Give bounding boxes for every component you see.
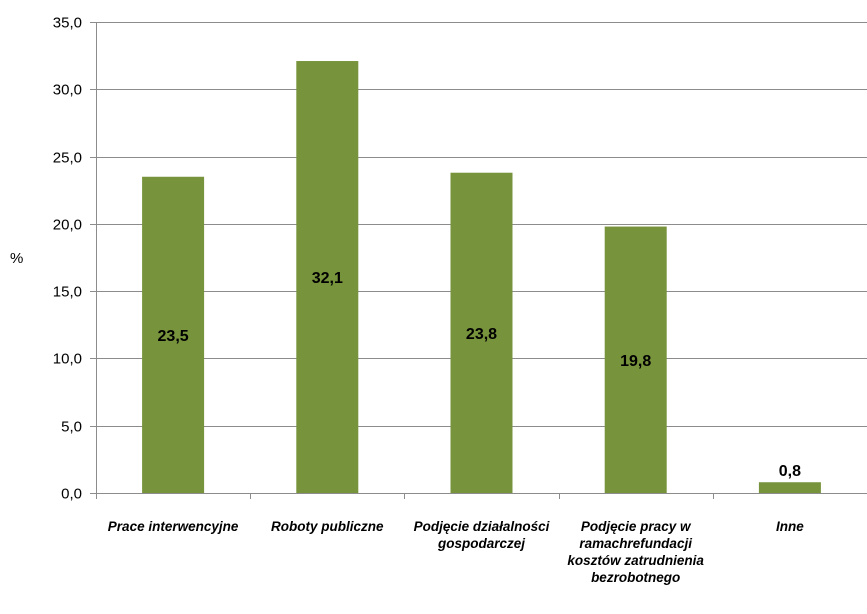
bar bbox=[604, 226, 667, 493]
y-tick-label: 10,0 bbox=[53, 351, 82, 368]
y-tick-label: 5,0 bbox=[61, 419, 82, 436]
y-tick-label: 0,0 bbox=[61, 486, 82, 503]
bar bbox=[142, 176, 205, 493]
y-tick-label: 15,0 bbox=[53, 284, 82, 301]
data-label: 23,5 bbox=[158, 328, 189, 345]
data-label: 23,8 bbox=[466, 326, 497, 343]
x-category-label: Roboty publiczne bbox=[271, 519, 384, 534]
y-axis-ticks: 0,0 5,0 10,0 15,0 20,0 25,0 30,0 35,0 bbox=[53, 15, 96, 503]
y-tick-label: 30,0 bbox=[53, 82, 82, 99]
x-axis bbox=[96, 22, 867, 499]
data-labels: 23,5 32,1 23,8 19,8 0,8 bbox=[158, 270, 802, 480]
x-category-label: Podjęcie pracy w ramachrefundacji kosztó… bbox=[567, 519, 704, 585]
bars bbox=[142, 61, 821, 493]
x-category-label: Inne bbox=[776, 519, 804, 534]
data-label: 0,8 bbox=[779, 463, 801, 480]
x-category-label: Podjęcie działalności gospodarczej bbox=[413, 519, 550, 551]
data-label: 32,1 bbox=[312, 270, 343, 287]
bar bbox=[450, 172, 513, 493]
y-tick-label: 35,0 bbox=[53, 15, 82, 32]
bar bbox=[296, 61, 359, 493]
y-axis-label: % bbox=[10, 250, 24, 267]
y-tick-label: 25,0 bbox=[53, 150, 82, 167]
y-tick-label: 20,0 bbox=[53, 217, 82, 234]
data-label: 19,8 bbox=[620, 353, 651, 370]
bar bbox=[758, 482, 821, 493]
x-category-label: Prace interwencyjne bbox=[107, 519, 239, 534]
